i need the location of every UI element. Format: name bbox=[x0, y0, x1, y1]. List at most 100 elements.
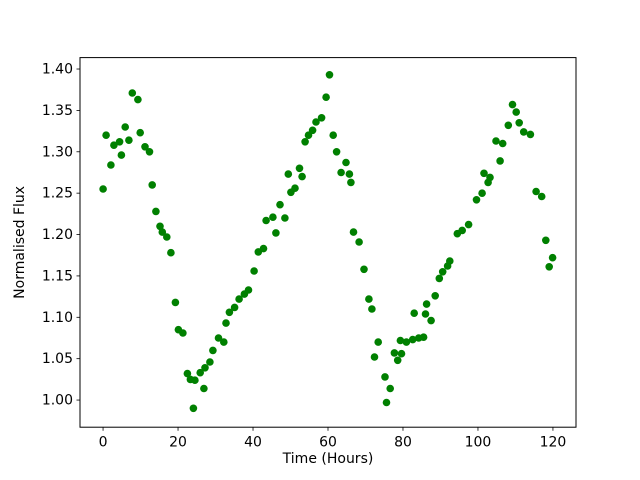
data-point bbox=[145, 148, 154, 156]
data-point bbox=[179, 329, 187, 337]
data-point bbox=[458, 226, 467, 235]
data-point bbox=[189, 404, 198, 413]
data-point bbox=[408, 335, 417, 344]
data-point bbox=[301, 138, 309, 146]
data-point bbox=[548, 253, 557, 262]
data-point bbox=[355, 238, 363, 246]
data-point bbox=[480, 169, 488, 178]
data-point bbox=[464, 220, 473, 229]
data-point bbox=[537, 192, 546, 201]
x-tick-label: 100 bbox=[465, 435, 492, 451]
data-point bbox=[99, 185, 107, 193]
data-point bbox=[128, 89, 137, 97]
y-tick-label: 1.10 bbox=[42, 310, 73, 326]
data-point bbox=[298, 172, 306, 181]
data-point bbox=[317, 114, 326, 122]
data-point bbox=[349, 228, 358, 236]
data-point bbox=[220, 338, 228, 346]
data-point bbox=[225, 308, 234, 317]
y-tick-label: 1.25 bbox=[42, 186, 73, 202]
x-tick-label: 120 bbox=[540, 435, 567, 451]
data-point bbox=[196, 368, 204, 377]
data-point bbox=[345, 170, 354, 178]
data-point bbox=[250, 267, 258, 275]
data-point bbox=[512, 108, 520, 116]
data-point bbox=[281, 214, 289, 222]
data-point bbox=[171, 298, 180, 307]
x-tick-label: 60 bbox=[319, 435, 337, 451]
data-point bbox=[201, 364, 209, 372]
data-point bbox=[396, 336, 405, 345]
data-point bbox=[295, 164, 304, 173]
data-point bbox=[446, 257, 454, 265]
data-point bbox=[308, 126, 317, 135]
data-point bbox=[347, 178, 355, 187]
data-point bbox=[141, 143, 149, 151]
data-point bbox=[163, 233, 171, 241]
data-point bbox=[156, 222, 164, 231]
data-point bbox=[504, 121, 513, 130]
y-tick-label: 1.35 bbox=[42, 103, 73, 119]
y-tick-label: 1.00 bbox=[42, 393, 73, 409]
data-point bbox=[342, 158, 350, 167]
x-axis-label: Time (Hours) bbox=[282, 451, 374, 467]
x-tick-label: 0 bbox=[99, 435, 108, 451]
data-point bbox=[107, 161, 115, 169]
data-point bbox=[214, 334, 223, 342]
data-point bbox=[397, 349, 406, 358]
axis-ticks-group bbox=[76, 68, 554, 431]
y-tick-label: 1.15 bbox=[42, 268, 73, 284]
data-point bbox=[410, 309, 419, 318]
data-point bbox=[519, 128, 528, 136]
data-point bbox=[526, 130, 535, 139]
data-point bbox=[438, 268, 447, 276]
data-point bbox=[115, 138, 124, 146]
data-point bbox=[393, 356, 402, 365]
data-point bbox=[515, 119, 523, 127]
data-point bbox=[148, 181, 156, 189]
data-point bbox=[121, 123, 129, 131]
data-point bbox=[422, 300, 431, 308]
data-point bbox=[312, 118, 320, 126]
data-point bbox=[291, 184, 299, 192]
data-point bbox=[272, 229, 280, 237]
data-point bbox=[230, 303, 239, 312]
data-point bbox=[370, 353, 379, 361]
x-tick-label: 40 bbox=[244, 435, 262, 451]
data-point bbox=[532, 187, 540, 196]
axis-tick-labels-group: 0 20 40 60 80 100 120 1.00 1.05 1.10 1.15 1.20 1.25 1… bbox=[42, 62, 566, 451]
data-point bbox=[222, 319, 230, 327]
data-point bbox=[110, 141, 118, 149]
data-point bbox=[262, 216, 270, 225]
data-point bbox=[382, 398, 391, 407]
y-tick-label: 1.30 bbox=[42, 144, 73, 160]
data-point bbox=[545, 263, 553, 271]
x-tick-label: 80 bbox=[394, 435, 412, 451]
data-point bbox=[496, 157, 504, 165]
data-point bbox=[276, 200, 284, 209]
data-point bbox=[102, 131, 110, 139]
data-point bbox=[269, 213, 277, 221]
data-point bbox=[322, 93, 330, 101]
axes-frame bbox=[79, 57, 577, 428]
data-point bbox=[431, 292, 440, 300]
data-point bbox=[134, 95, 142, 104]
data-point bbox=[284, 170, 293, 178]
data-point bbox=[472, 196, 481, 204]
data-point bbox=[191, 376, 199, 385]
data-point bbox=[152, 207, 160, 216]
data-point bbox=[374, 338, 383, 346]
data-point bbox=[390, 349, 399, 357]
y-tick-label: 1.40 bbox=[42, 62, 73, 78]
data-points-group bbox=[99, 71, 557, 413]
data-point bbox=[498, 139, 507, 148]
data-point bbox=[259, 244, 268, 253]
data-point bbox=[427, 316, 435, 325]
data-point bbox=[235, 295, 243, 303]
data-point bbox=[209, 346, 217, 355]
data-point bbox=[117, 151, 126, 159]
y-tick-label: 1.05 bbox=[42, 351, 73, 367]
data-point bbox=[386, 384, 395, 393]
